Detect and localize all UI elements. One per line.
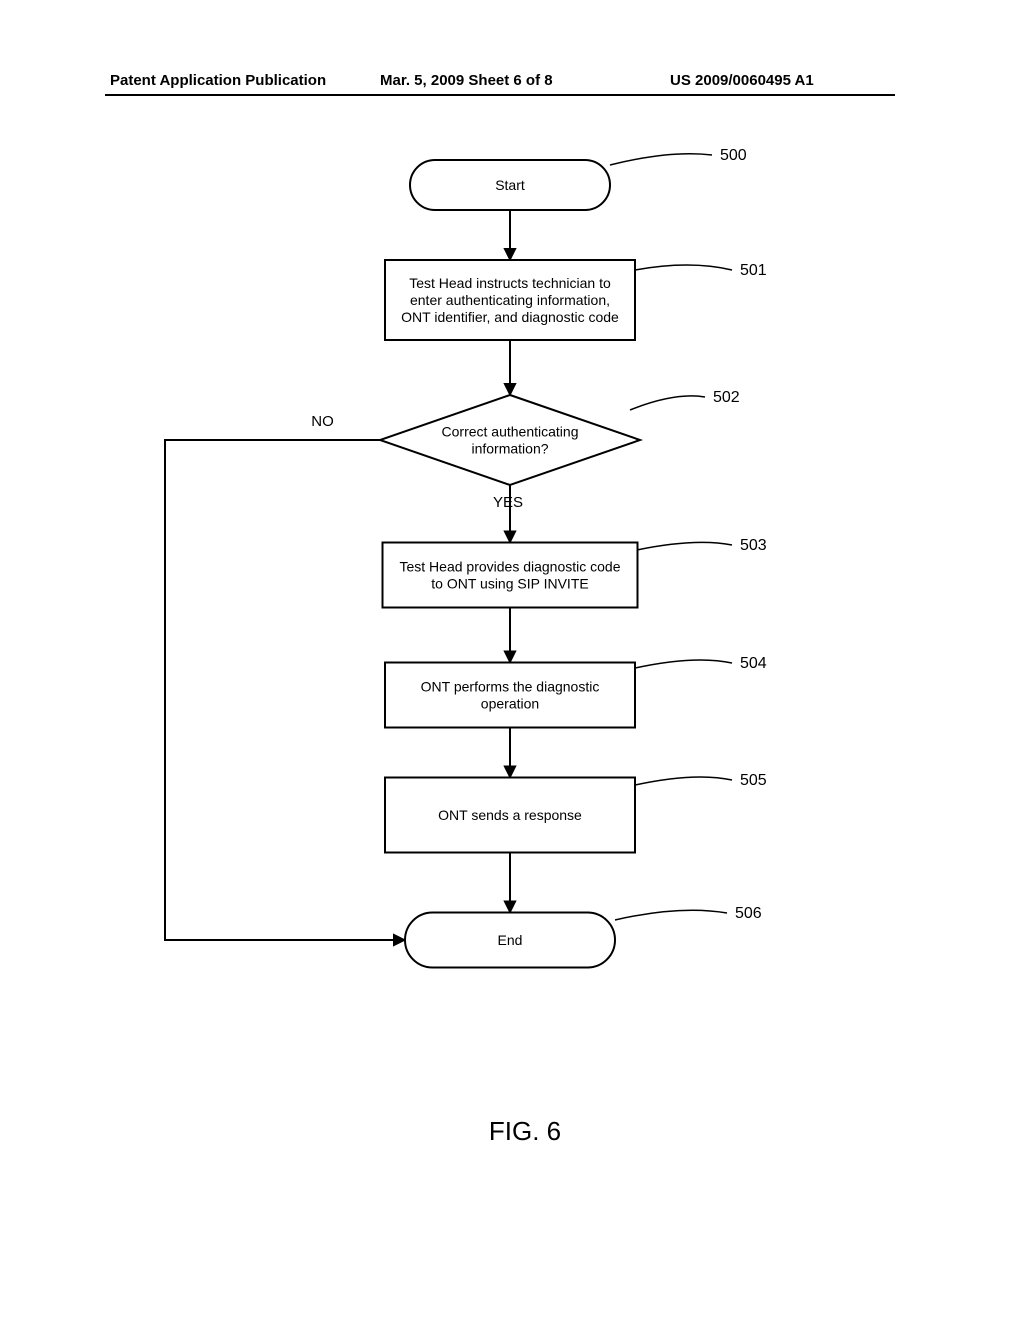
svg-text:505: 505 xyxy=(740,772,767,789)
svg-text:ONT performs the diagnostic: ONT performs the diagnostic xyxy=(421,679,600,695)
svg-text:501: 501 xyxy=(740,262,767,279)
node-n503: Test Head provides diagnostic codeto ONT… xyxy=(383,543,638,608)
svg-text:End: End xyxy=(498,932,523,948)
svg-text:506: 506 xyxy=(735,905,762,922)
svg-text:ONT sends a response: ONT sends a response xyxy=(438,807,582,823)
svg-text:504: 504 xyxy=(740,655,767,672)
svg-text:503: 503 xyxy=(740,537,767,554)
svg-text:NO: NO xyxy=(311,413,334,430)
svg-text:Start: Start xyxy=(495,177,525,193)
header-right: US 2009/0060495 A1 xyxy=(670,72,814,89)
svg-text:YES: YES xyxy=(493,494,523,511)
node-n502: Correct authenticatinginformation? xyxy=(380,395,640,485)
svg-text:Test Head instructs technician: Test Head instructs technician to xyxy=(409,275,611,291)
flowchart: YES NO Start Test Head instructs technicia… xyxy=(0,120,1024,1320)
node-n505: ONT sends a response xyxy=(385,778,635,853)
svg-text:enter authenticating informati: enter authenticating information, xyxy=(410,292,610,308)
svg-text:Correct authenticating: Correct authenticating xyxy=(442,424,579,440)
svg-text:502: 502 xyxy=(713,389,740,406)
svg-text:Test Head provides diagnostic: Test Head provides diagnostic code xyxy=(399,559,620,575)
node-start: Start xyxy=(410,160,610,210)
svg-text:to ONT using SIP INVITE: to ONT using SIP INVITE xyxy=(431,576,588,592)
svg-text:ONT identifier, and diagnostic: ONT identifier, and diagnostic code xyxy=(401,309,619,325)
svg-text:information?: information? xyxy=(471,441,548,457)
header-left: Patent Application Publication xyxy=(110,72,326,89)
node-n501: Test Head instructs technician toenter a… xyxy=(385,260,635,340)
node-end: End xyxy=(405,913,615,968)
header-center: Mar. 5, 2009 Sheet 6 of 8 xyxy=(380,72,553,89)
svg-text:operation: operation xyxy=(481,696,539,712)
figure-label: FIG. 6 xyxy=(489,1116,561,1146)
svg-text:500: 500 xyxy=(720,147,747,164)
node-n504: ONT performs the diagnosticoperation xyxy=(385,663,635,728)
header-divider xyxy=(105,94,895,96)
